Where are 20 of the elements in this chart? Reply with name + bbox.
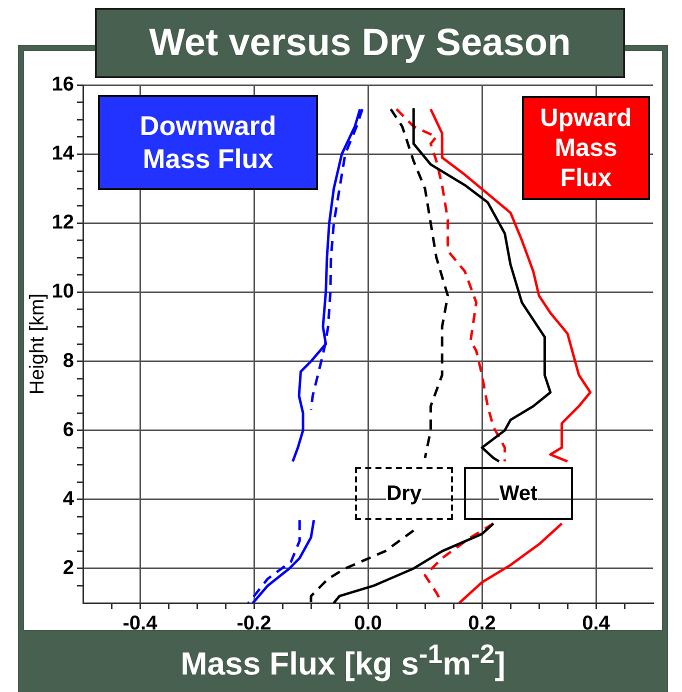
y-tick-label: 8 bbox=[62, 350, 74, 372]
x-tick-label: -0.4 bbox=[122, 612, 158, 635]
y-tick-label: 10 bbox=[52, 280, 74, 303]
annotation: Wet bbox=[499, 480, 538, 506]
x-tick-label: -0.2 bbox=[236, 612, 272, 635]
y-tick-label: 6 bbox=[62, 418, 74, 441]
x-axis-title: Mass Flux [kg s$^{-1}$m$^{-2}$] bbox=[180, 639, 506, 683]
annotation: Dry bbox=[386, 480, 422, 506]
x-tick-label: 0.2 bbox=[468, 612, 496, 635]
y-tick-label: 14 bbox=[52, 142, 75, 165]
chart-title: Wet versus Dry Season bbox=[95, 8, 625, 78]
y-tick-label: 16 bbox=[52, 74, 74, 96]
annotation: Downward Mass Flux bbox=[104, 110, 312, 175]
x-tick-label: 0.4 bbox=[582, 612, 611, 635]
y-tick-label: 4 bbox=[62, 488, 75, 510]
annotation: Upward Mass Flux bbox=[528, 103, 644, 193]
y-axis-title: Height [km] bbox=[26, 293, 49, 395]
y-tick-label: 2 bbox=[62, 556, 74, 579]
x-tick-label: 0.0 bbox=[354, 612, 382, 635]
y-tick-label: 12 bbox=[52, 212, 74, 234]
